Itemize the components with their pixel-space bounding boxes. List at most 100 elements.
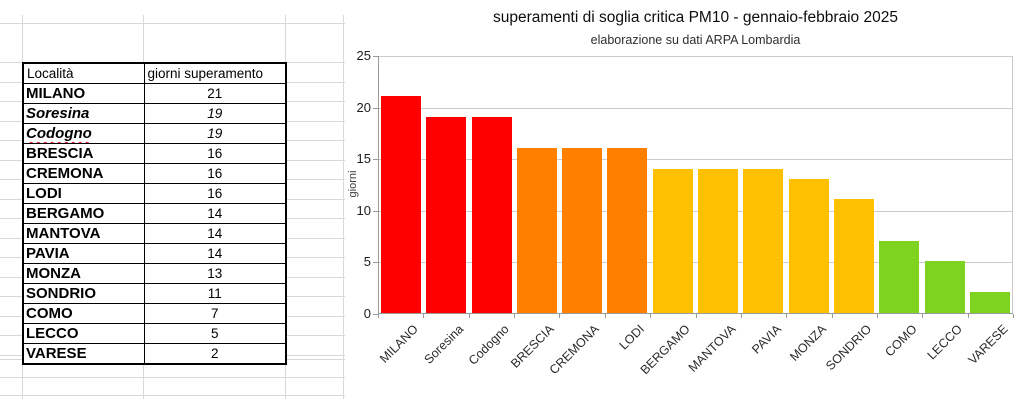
days-cell[interactable]: 16 (143, 143, 287, 164)
table-row: MILANO 21 (22, 83, 287, 104)
city-name: VARESE (26, 345, 87, 362)
days-cell[interactable]: 13 (143, 263, 287, 284)
bar-lodi[interactable] (607, 147, 648, 313)
bar-cremona[interactable] (562, 147, 603, 313)
city-cell[interactable]: BERGAMO (22, 203, 145, 224)
bar-como[interactable] (879, 240, 920, 313)
y-tick-mark (373, 314, 378, 315)
sheet-gridline (0, 335, 22, 336)
x-tick-mark (876, 314, 878, 318)
gridline (378, 262, 1013, 264)
bar-series (378, 56, 1013, 313)
sheet-gridline (285, 101, 345, 102)
days-cell[interactable]: 2 (143, 343, 287, 365)
gridline (378, 210, 1013, 212)
days-cell[interactable]: 11 (143, 283, 287, 304)
chart-subtitle: elaborazione su dati ARPA Lombardia (590, 33, 801, 47)
city-cell[interactable]: PAVIA (22, 243, 145, 264)
bar-sondrio[interactable] (833, 199, 874, 313)
sheet-gridline (0, 179, 22, 180)
y-tick-mark (373, 107, 378, 109)
bar-varese[interactable] (969, 292, 1010, 313)
days-cell[interactable]: 21 (143, 83, 287, 104)
city-cell[interactable]: VARESE (22, 343, 145, 365)
chart-title: superamenti di soglia critica PM10 - gen… (493, 9, 898, 26)
bar-mantova[interactable] (698, 168, 739, 313)
city-cell[interactable]: LODI (22, 183, 145, 204)
sheet-gridline (285, 316, 345, 317)
city-name: BRESCIA (26, 145, 94, 162)
bar-bergamo[interactable] (652, 168, 693, 313)
city-cell[interactable]: COMO (22, 303, 145, 324)
days-cell[interactable]: 14 (143, 223, 287, 244)
table-row: BERGAMO 14 (22, 203, 287, 224)
gridline (378, 159, 1013, 161)
table-row: COMO 7 (22, 303, 287, 324)
sheet-gridline (0, 296, 22, 297)
x-tick-mark (695, 314, 697, 318)
sheet-gridline (285, 82, 345, 83)
city-cell[interactable]: BRESCIA (22, 143, 145, 164)
x-tick-label: Codogno (465, 322, 512, 368)
city-cell[interactable]: LECCO (22, 323, 145, 344)
city-name: LODI (26, 185, 62, 202)
days-cell[interactable]: 7 (143, 303, 287, 324)
city-name: BERGAMO (26, 205, 105, 222)
data-table: Località giorni superamento MILANO 21 Sore… (22, 62, 287, 365)
sheet-gridline (285, 121, 345, 122)
city-name: COMO (26, 305, 73, 322)
y-axis-title: giorni (347, 170, 359, 198)
table-row: LECCO 5 (22, 323, 287, 344)
x-tick-mark (378, 314, 379, 318)
sheet-gridline (285, 62, 345, 63)
sheet-gridline (0, 160, 22, 161)
city-name: MANTOVA (26, 225, 101, 242)
city-name: Soresina (26, 105, 90, 122)
city-cell[interactable]: CREMONA (22, 163, 145, 184)
city-cell[interactable]: Codogno (22, 123, 145, 144)
column-header-giorni[interactable]: giorni superamento (143, 62, 287, 84)
bar-milano[interactable] (381, 96, 421, 313)
plot-area (378, 56, 1013, 314)
y-tick-label: 20 (356, 99, 371, 115)
days-cell[interactable]: 19 (143, 123, 287, 144)
days-cell[interactable]: 14 (143, 203, 287, 224)
days-cell[interactable]: 14 (143, 243, 287, 264)
city-name: SONDRIO (26, 285, 97, 302)
bar-brescia[interactable] (516, 147, 557, 313)
chart-panel[interactable]: superamenti di soglia critica PM10 - gen… (345, 0, 1033, 405)
x-tick-mark (967, 314, 969, 318)
days-cell[interactable]: 19 (143, 103, 287, 124)
bar-codogno[interactable] (471, 116, 512, 313)
city-name: MONZA (26, 265, 81, 282)
city-cell[interactable]: SONDRIO (22, 283, 145, 304)
days-cell[interactable]: 5 (143, 323, 287, 344)
table-row: Soresina 19 (22, 103, 287, 124)
gridline (378, 56, 1013, 57)
column-header-localita[interactable]: Località (22, 62, 145, 84)
city-cell[interactable]: MILANO (22, 83, 145, 104)
x-axis-line (378, 313, 1013, 314)
bar-lecco[interactable] (924, 261, 965, 313)
bar-soresina[interactable] (426, 116, 467, 313)
y-tick-label: 25 (356, 48, 371, 63)
sheet-gridline (0, 62, 22, 63)
sheet-gridline (0, 277, 22, 278)
y-axis-line (378, 56, 379, 314)
bar-pavia[interactable] (743, 168, 784, 313)
sheet-gridline (285, 140, 345, 141)
days-cell[interactable]: 16 (143, 183, 287, 204)
city-cell[interactable]: MANTOVA (22, 223, 145, 244)
x-tick-label: Soresina (421, 322, 466, 367)
x-tick-mark (514, 314, 516, 318)
bar-monza[interactable] (788, 178, 829, 313)
y-tick-mark (373, 159, 378, 161)
spreadsheet-panel: Località giorni superamento MILANO 21 Sore… (0, 0, 345, 405)
city-cell[interactable]: Soresina (22, 103, 145, 124)
y-tick-mark (373, 262, 378, 264)
days-cell[interactable]: 16 (143, 163, 287, 184)
city-cell[interactable]: MONZA (22, 263, 145, 284)
sheet-gridline (0, 257, 22, 258)
sheet-gridline (0, 316, 22, 317)
sheet-gridline (285, 355, 345, 356)
